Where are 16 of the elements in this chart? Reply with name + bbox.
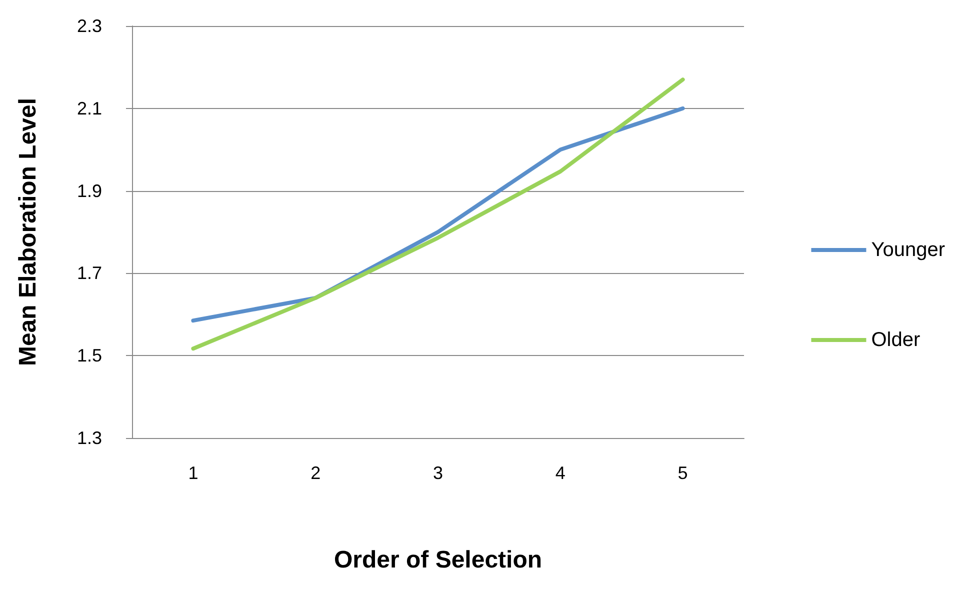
y-tick-label: 2.1: [76, 98, 102, 118]
y-axis-title: Mean Elaboration Level: [14, 98, 42, 366]
y-tick-label: 2.3: [76, 16, 102, 36]
y-tick-label: 1.9: [76, 180, 102, 201]
x-axis-title: Order of Selection: [334, 546, 542, 574]
line-series: [191, 78, 685, 351]
x-tick-label: 5: [678, 463, 688, 483]
x-tick-label: 3: [432, 463, 444, 483]
y-tick-label: 1.7: [76, 263, 102, 284]
x-tick-label: 1: [188, 463, 198, 483]
x-tick-label: 2: [310, 463, 321, 483]
y-tick-label: 1.5: [76, 346, 102, 366]
x-tick-label: 4: [555, 463, 566, 483]
legend-label: Older: [871, 329, 920, 351]
y-tick-label: 1.3: [76, 428, 102, 448]
legend-label: Younger: [871, 239, 946, 261]
